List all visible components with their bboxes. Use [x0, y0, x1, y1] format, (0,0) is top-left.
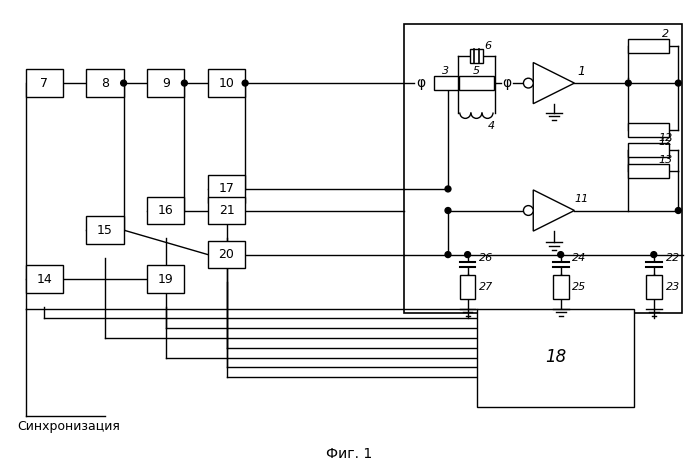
- Circle shape: [465, 251, 470, 258]
- Circle shape: [675, 80, 682, 86]
- Text: 6: 6: [484, 41, 491, 51]
- Text: 12: 12: [658, 137, 672, 147]
- Circle shape: [445, 186, 451, 192]
- Bar: [477, 308, 634, 407]
- Circle shape: [626, 80, 631, 86]
- Text: 19: 19: [158, 273, 173, 286]
- Bar: [470, 49, 483, 63]
- Bar: [208, 70, 245, 97]
- Bar: [208, 175, 245, 203]
- Text: φ: φ: [502, 76, 512, 90]
- Text: 16: 16: [158, 204, 173, 217]
- Bar: [147, 197, 185, 224]
- Circle shape: [524, 205, 533, 215]
- Circle shape: [182, 80, 187, 86]
- Bar: [26, 70, 63, 97]
- Text: 21: 21: [219, 204, 234, 217]
- Text: Фиг. 1: Фиг. 1: [326, 446, 372, 461]
- Bar: [628, 164, 670, 178]
- Bar: [459, 76, 494, 90]
- Text: Синхронизация: Синхронизация: [17, 420, 120, 432]
- Polygon shape: [533, 190, 575, 231]
- Bar: [553, 275, 568, 299]
- Circle shape: [242, 80, 248, 86]
- Text: 12: 12: [658, 133, 672, 143]
- Text: 15: 15: [97, 224, 113, 236]
- Bar: [628, 143, 670, 157]
- Text: 11: 11: [574, 194, 589, 204]
- Bar: [404, 24, 682, 313]
- Bar: [87, 70, 124, 97]
- Text: 14: 14: [36, 273, 52, 286]
- Text: 18: 18: [545, 348, 566, 367]
- Bar: [628, 39, 670, 53]
- Circle shape: [121, 80, 127, 86]
- Text: 23: 23: [665, 282, 680, 292]
- Text: 9: 9: [161, 77, 170, 90]
- Circle shape: [524, 78, 533, 88]
- Text: 22: 22: [665, 252, 680, 263]
- Text: φ: φ: [416, 76, 425, 90]
- Text: 17: 17: [219, 182, 234, 196]
- Polygon shape: [533, 63, 575, 104]
- Text: 4: 4: [487, 121, 495, 131]
- Text: 8: 8: [101, 77, 109, 90]
- Circle shape: [445, 251, 451, 258]
- Text: 1: 1: [577, 65, 585, 78]
- Text: 26: 26: [480, 252, 493, 263]
- Text: 27: 27: [480, 282, 493, 292]
- Bar: [87, 216, 124, 244]
- Bar: [26, 266, 63, 293]
- Text: 20: 20: [219, 248, 234, 261]
- Bar: [628, 123, 670, 137]
- Circle shape: [675, 208, 682, 213]
- Text: 3: 3: [442, 66, 449, 76]
- Bar: [147, 266, 185, 293]
- Text: 2: 2: [662, 29, 669, 39]
- Circle shape: [445, 208, 451, 213]
- Bar: [208, 197, 245, 224]
- Text: 25: 25: [572, 282, 586, 292]
- Circle shape: [558, 251, 563, 258]
- Bar: [460, 275, 475, 299]
- Text: 13: 13: [658, 155, 672, 164]
- Bar: [147, 70, 185, 97]
- Circle shape: [651, 251, 657, 258]
- Bar: [646, 275, 662, 299]
- Bar: [434, 76, 458, 90]
- Text: 24: 24: [572, 252, 586, 263]
- Text: 10: 10: [219, 77, 234, 90]
- Text: 5: 5: [473, 66, 480, 76]
- Text: 7: 7: [41, 77, 48, 90]
- Bar: [208, 241, 245, 268]
